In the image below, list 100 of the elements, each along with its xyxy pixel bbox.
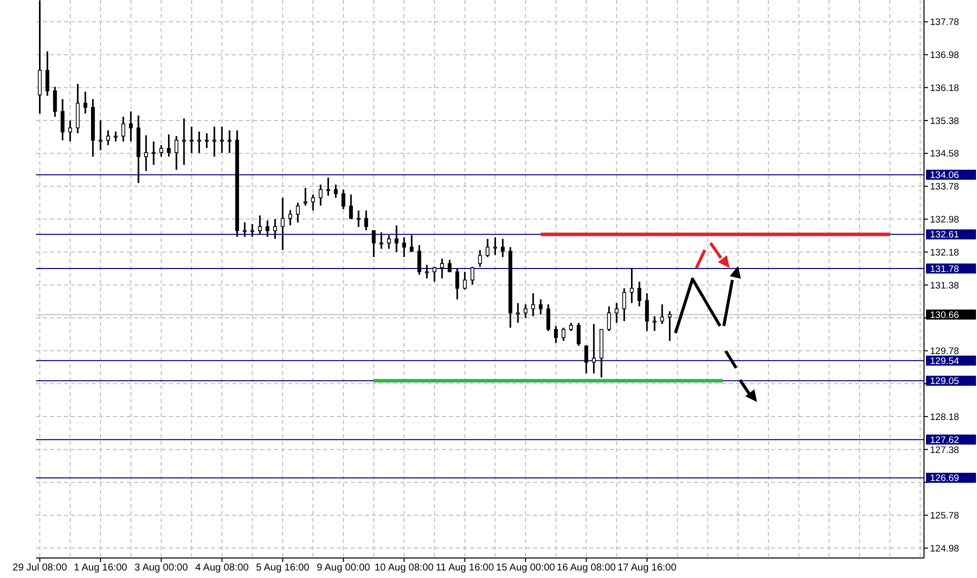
candlestick [174, 135, 178, 171]
candlestick [645, 292, 649, 332]
candlestick [349, 194, 353, 220]
candlestick [53, 86, 57, 118]
ref-line-label: 129.05 [930, 376, 960, 388]
candlestick [440, 258, 444, 280]
candlestick [622, 287, 626, 322]
y-tick-label: 127.38 [930, 444, 960, 456]
candlestick [500, 238, 505, 258]
candlestick [668, 310, 672, 342]
candlestick [531, 292, 536, 318]
y-tick-label: 133.78 [930, 182, 960, 193]
candlestick [159, 144, 164, 158]
candlestick [228, 130, 232, 154]
candlestick [546, 303, 550, 332]
y-tick-label: 128.18 [930, 412, 960, 423]
candlestick [144, 134, 148, 172]
candlestick [660, 303, 664, 325]
candlestick [448, 259, 452, 273]
candlestick [630, 268, 634, 304]
candlestick [106, 130, 110, 146]
candlestick [455, 268, 460, 300]
candlestick [190, 126, 194, 154]
x-tick-label: 11 Aug 16:00 [436, 562, 494, 574]
y-tick-label: 124.98 [930, 543, 960, 554]
candlestick [607, 306, 611, 332]
y-tick-label: 125.78 [930, 510, 960, 522]
candlestick [182, 118, 186, 166]
candlestick [45, 50, 50, 97]
candlestick [304, 187, 308, 206]
candlestick [637, 280, 642, 308]
candlestick [356, 210, 360, 228]
ref-line-label: 129.54 [930, 356, 960, 367]
candlestick [266, 220, 270, 238]
candlestick [652, 315, 656, 332]
x-tick-label: 4 Aug 08:00 [195, 562, 250, 574]
y-tick-label: 132.98 [930, 214, 960, 226]
candlestick [311, 194, 315, 212]
candlestick [576, 322, 581, 347]
candlestick [379, 232, 384, 250]
candlestick [318, 184, 323, 206]
candlestick [417, 244, 422, 276]
y-tick-label: 136.18 [930, 82, 960, 94]
candlestick [424, 264, 429, 280]
candlestick [478, 249, 482, 268]
candlestick [372, 229, 376, 258]
candlestick [296, 202, 300, 224]
x-tick-label: 10 Aug 08:00 [374, 562, 434, 574]
candlestick [166, 134, 171, 158]
candlestick [410, 234, 414, 253]
ref-line-label: 127.62 [930, 434, 960, 446]
candlestick [614, 302, 619, 324]
x-tick-label: 5 Aug 16:00 [256, 562, 310, 574]
candlestick [341, 188, 346, 210]
y-tick-label: 136.98 [930, 50, 960, 62]
ref-line-label: 126.69 [930, 473, 960, 484]
x-tick-label: 15 Aug 00:00 [496, 562, 556, 574]
candlestick [152, 140, 156, 166]
candlestick [387, 234, 391, 250]
candlestick [493, 236, 498, 256]
x-tick-label: 17 Aug 16:00 [618, 562, 677, 574]
candlestick [220, 126, 224, 154]
candlestick [462, 271, 467, 290]
x-tick-label: 1 Aug 16:00 [74, 562, 128, 574]
candlestick [470, 266, 474, 286]
candlestick [364, 210, 368, 232]
candlestick [516, 302, 520, 324]
y-tick-label: 137.78 [930, 17, 960, 28]
candlestick [280, 196, 285, 251]
candlestick [402, 236, 406, 258]
candlestick [562, 326, 566, 342]
ref-line-label: 131.78 [930, 264, 960, 275]
ref-line-label: 130.66 [930, 310, 960, 321]
candlestick [432, 266, 436, 282]
candlestick [121, 116, 126, 142]
candlestick [394, 224, 398, 253]
x-tick-label: 16 Aug 08:00 [556, 562, 616, 574]
y-tick-label: 131.38 [930, 280, 960, 292]
candlestick [60, 98, 64, 142]
candlestick [486, 238, 490, 258]
candlestick [128, 110, 133, 142]
x-tick-label: 3 Aug 00:00 [134, 562, 188, 574]
candlestick [334, 184, 338, 199]
ref-line-label: 134.06 [930, 170, 960, 182]
candlestick [68, 120, 72, 142]
candlestick [212, 126, 216, 158]
y-tick-label: 129.78 [930, 346, 960, 358]
y-tick-label: 135.38 [930, 116, 960, 127]
candlestick [98, 120, 102, 151]
candlestick [326, 176, 330, 197]
candlestick [584, 345, 588, 374]
ref-line-label: 132.61 [930, 230, 960, 241]
candlestick [524, 303, 528, 319]
candlestick [273, 218, 277, 240]
candlestick [554, 325, 558, 344]
y-tick-label: 132.18 [930, 247, 960, 258]
candlestick [114, 130, 118, 142]
x-tick-label: 9 Aug 00:00 [316, 562, 371, 574]
x-tick-label: 29 Jul 08:00 [12, 562, 68, 574]
candlestick [258, 214, 262, 235]
